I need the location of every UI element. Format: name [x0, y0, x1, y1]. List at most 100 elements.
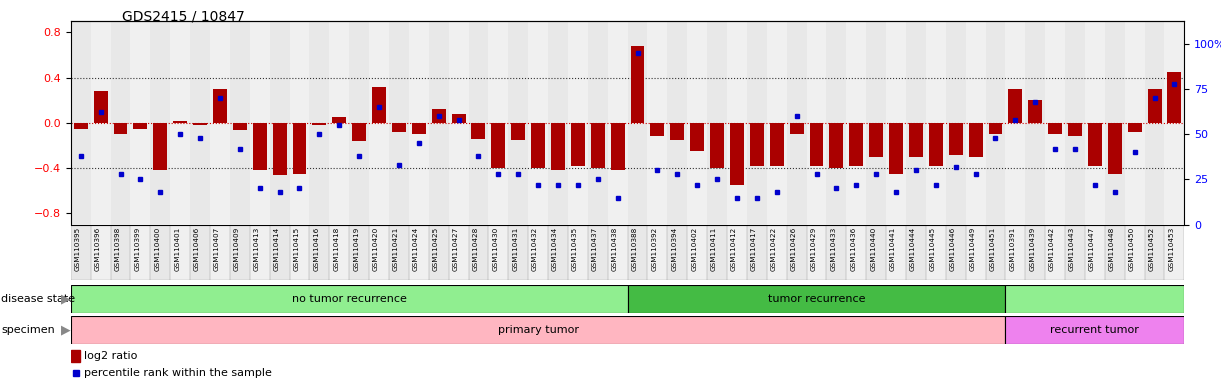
Bar	[786, 21, 807, 225]
Bar	[846, 21, 866, 225]
Text: GSM110402: GSM110402	[691, 226, 697, 271]
Bar	[372, 87, 386, 123]
Text: GSM110432: GSM110432	[532, 226, 538, 271]
Bar	[610, 123, 625, 170]
Text: recurrent tumor: recurrent tumor	[1050, 325, 1139, 335]
Bar	[769, 123, 784, 166]
Bar	[272, 123, 287, 175]
Bar	[1026, 21, 1045, 225]
Bar	[548, 21, 568, 225]
Bar	[869, 123, 883, 157]
Bar	[949, 123, 962, 154]
Bar	[989, 123, 1002, 134]
Text: GSM110431: GSM110431	[513, 226, 518, 271]
Bar	[448, 21, 469, 225]
Bar	[471, 123, 486, 139]
Bar	[726, 21, 747, 225]
Bar	[966, 225, 985, 280]
Bar	[170, 225, 190, 280]
Bar	[389, 225, 409, 280]
Bar	[469, 21, 488, 225]
Bar	[1009, 89, 1022, 123]
Bar	[429, 225, 448, 280]
Bar	[512, 123, 525, 140]
Text: GSM110416: GSM110416	[314, 226, 320, 271]
Text: GSM110434: GSM110434	[552, 226, 558, 271]
Bar	[929, 123, 943, 166]
Bar	[369, 21, 389, 225]
Bar	[1105, 21, 1125, 225]
Text: GSM110441: GSM110441	[890, 226, 896, 271]
Bar	[154, 123, 167, 170]
Bar	[1065, 225, 1085, 280]
Bar	[309, 21, 330, 225]
Bar	[1144, 225, 1165, 280]
Bar	[1045, 225, 1065, 280]
Bar	[1005, 316, 1184, 344]
Text: GSM110406: GSM110406	[194, 226, 200, 271]
Text: GSM110420: GSM110420	[374, 226, 379, 271]
Text: GSM110451: GSM110451	[989, 226, 995, 271]
Text: GSM110395: GSM110395	[74, 226, 81, 271]
Text: no tumor recurrence: no tumor recurrence	[292, 294, 407, 304]
Bar	[786, 225, 807, 280]
Bar	[670, 123, 684, 140]
Bar	[1085, 225, 1105, 280]
Text: GSM110411: GSM110411	[711, 226, 717, 271]
Bar	[409, 225, 429, 280]
Text: tumor recurrence: tumor recurrence	[768, 294, 866, 304]
Bar	[647, 225, 668, 280]
Text: GSM110415: GSM110415	[293, 226, 299, 271]
Bar	[448, 225, 469, 280]
Bar	[568, 21, 587, 225]
Bar	[1125, 21, 1144, 225]
Bar	[1144, 21, 1165, 225]
Bar	[131, 21, 150, 225]
Text: GSM110437: GSM110437	[592, 226, 598, 271]
Bar	[432, 109, 446, 123]
Text: GSM110421: GSM110421	[393, 226, 399, 271]
Text: disease state: disease state	[1, 294, 76, 304]
Bar	[1167, 72, 1182, 123]
Bar	[926, 225, 946, 280]
Bar	[568, 225, 587, 280]
Text: GDS2415 / 10847: GDS2415 / 10847	[122, 10, 245, 23]
Bar	[330, 21, 349, 225]
Bar	[908, 123, 923, 157]
Bar	[293, 123, 306, 174]
Text: GSM110453: GSM110453	[1168, 226, 1175, 271]
Bar	[133, 123, 148, 129]
Text: GSM110439: GSM110439	[1029, 226, 1035, 271]
Bar	[1105, 225, 1125, 280]
Bar	[131, 225, 150, 280]
Bar	[250, 225, 270, 280]
Bar	[309, 225, 330, 280]
Bar	[707, 21, 726, 225]
Bar	[150, 225, 170, 280]
Bar	[587, 225, 608, 280]
Text: GSM110422: GSM110422	[770, 226, 777, 271]
Bar	[886, 225, 906, 280]
Bar	[250, 21, 270, 225]
Text: GSM110450: GSM110450	[1128, 226, 1134, 271]
Bar	[968, 123, 983, 157]
Text: GSM110447: GSM110447	[1089, 226, 1095, 271]
Bar	[508, 225, 529, 280]
Bar	[452, 114, 465, 123]
Bar	[289, 225, 309, 280]
Bar	[651, 123, 664, 136]
Bar	[807, 225, 827, 280]
Bar	[1148, 89, 1161, 123]
Bar	[210, 21, 230, 225]
Bar	[71, 350, 81, 362]
Bar	[1125, 225, 1144, 280]
Bar	[647, 21, 668, 225]
Bar	[71, 285, 628, 313]
Text: GSM110442: GSM110442	[1049, 226, 1055, 271]
Bar	[349, 21, 369, 225]
Bar	[1085, 21, 1105, 225]
Bar	[190, 225, 210, 280]
Bar	[687, 21, 707, 225]
Bar	[668, 225, 687, 280]
Bar	[230, 21, 250, 225]
